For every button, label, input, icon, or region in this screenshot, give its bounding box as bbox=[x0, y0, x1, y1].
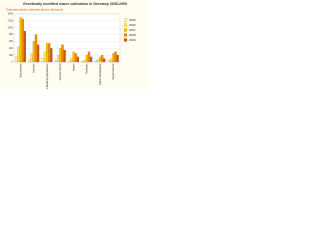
bar bbox=[81, 61, 84, 63]
x-tick-label: Niedersachsen bbox=[112, 63, 115, 80]
bar bbox=[110, 58, 113, 63]
bar bbox=[101, 55, 104, 63]
bar bbox=[55, 59, 58, 63]
bar bbox=[70, 57, 73, 63]
legend-label: 2005 bbox=[129, 18, 136, 22]
x-tick-label: Bayern bbox=[72, 63, 75, 71]
bar bbox=[41, 57, 45, 63]
legend-swatch bbox=[123, 38, 128, 42]
bar bbox=[17, 46, 20, 63]
bar bbox=[116, 55, 119, 63]
bar bbox=[72, 51, 75, 63]
y-tick-label: 400 bbox=[9, 47, 14, 50]
bar bbox=[103, 58, 106, 63]
bar bbox=[48, 43, 51, 63]
chart-subtitle: Standortregister (planned area in hectar… bbox=[6, 7, 63, 11]
bar bbox=[32, 41, 36, 63]
bar bbox=[45, 43, 49, 63]
bar bbox=[107, 60, 111, 63]
x-tick-label: Thüringen bbox=[86, 63, 89, 74]
legend-label: 2007 bbox=[129, 28, 136, 32]
bar bbox=[112, 53, 115, 63]
x-tick-label: Baden-Württemberg bbox=[99, 63, 102, 85]
bar bbox=[19, 17, 22, 63]
bar bbox=[96, 59, 100, 63]
y-tick-label: 800 bbox=[9, 33, 14, 36]
chart: Genetically modified maize cultivation i… bbox=[0, 0, 150, 89]
bar bbox=[76, 56, 80, 63]
legend-swatch bbox=[123, 18, 128, 22]
bar bbox=[63, 49, 66, 63]
bar bbox=[30, 53, 33, 63]
bar bbox=[85, 55, 89, 63]
y-tick-label: 1200 bbox=[8, 19, 14, 22]
bar bbox=[15, 56, 18, 63]
y-tick-label: 200 bbox=[9, 54, 14, 57]
bar bbox=[57, 55, 60, 63]
x-tick-label: Sachsen-Anhalt bbox=[59, 63, 62, 80]
bar bbox=[28, 59, 31, 63]
legend-swatch bbox=[123, 28, 128, 32]
y-tick-label: 0 bbox=[12, 61, 14, 64]
bar bbox=[36, 44, 40, 63]
bar bbox=[94, 60, 98, 63]
legend-swatch bbox=[123, 33, 128, 37]
y-tick-label: 1400 bbox=[8, 13, 14, 16]
bar bbox=[21, 19, 24, 63]
y-tick-label: 1000 bbox=[8, 26, 14, 29]
x-tick-label: Brandenburg bbox=[19, 63, 22, 77]
legend-label: 2009 bbox=[129, 38, 136, 42]
legend-label: 2008 bbox=[129, 33, 136, 37]
chart-title: Genetically modified maize cultivation i… bbox=[23, 2, 127, 6]
bar bbox=[23, 31, 27, 63]
bar bbox=[34, 34, 38, 63]
bar bbox=[87, 51, 91, 63]
bar bbox=[59, 48, 62, 63]
bar bbox=[83, 59, 86, 63]
x-tick-label: Mecklenburg-Vorpommern bbox=[46, 63, 49, 89]
x-tick-label: Sachsen bbox=[33, 63, 36, 73]
legend-swatch bbox=[123, 23, 128, 27]
bar bbox=[89, 56, 93, 63]
bar bbox=[68, 60, 71, 63]
bar bbox=[74, 53, 77, 63]
plot-area bbox=[13, 13, 121, 63]
y-tick-label: 600 bbox=[9, 40, 14, 43]
bar bbox=[43, 51, 47, 63]
bar bbox=[114, 51, 117, 63]
bar bbox=[50, 48, 53, 63]
legend-label: 2006 bbox=[129, 23, 136, 27]
bar bbox=[61, 44, 64, 63]
bar bbox=[98, 56, 102, 63]
